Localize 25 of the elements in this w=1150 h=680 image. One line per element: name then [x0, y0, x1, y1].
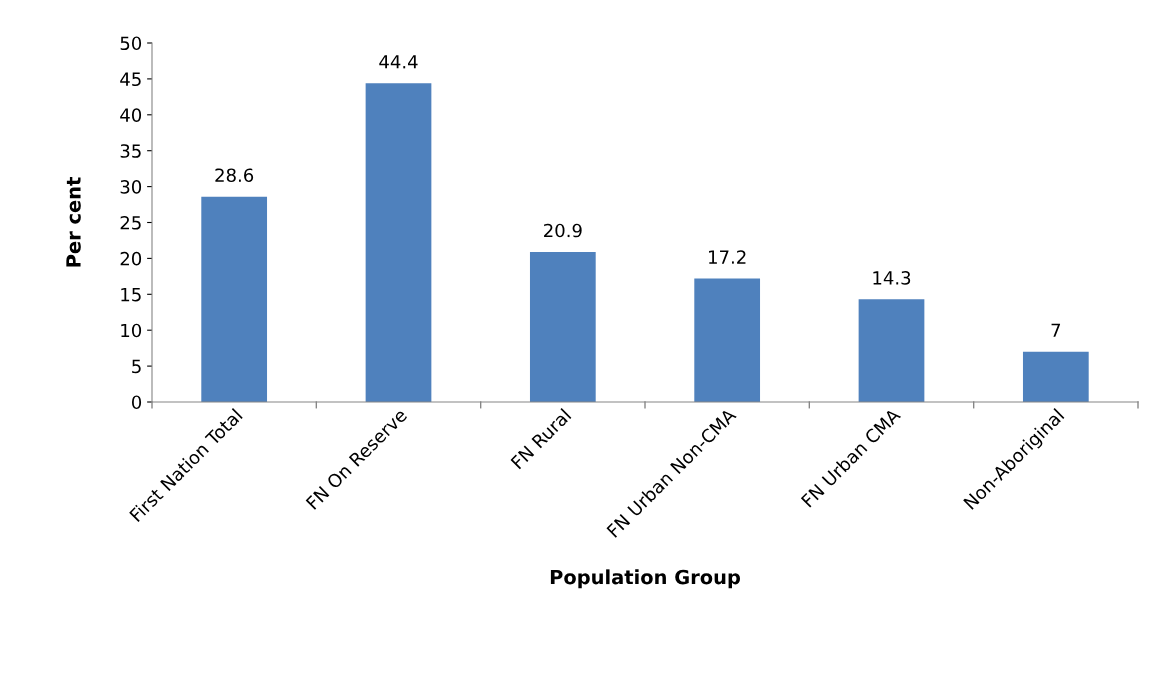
y-tick-label: 5 — [132, 359, 141, 374]
bar — [201, 196, 268, 402]
x-axis-title: Population Group — [550, 569, 741, 589]
bar — [365, 83, 432, 402]
y-tick-label: 45 — [120, 72, 141, 87]
y-tick-label: 0 — [131, 395, 142, 410]
bar — [529, 251, 596, 402]
data-label: 44.4 — [379, 55, 418, 69]
data-label: 20.9 — [544, 223, 582, 238]
bar — [1022, 351, 1089, 402]
y-axis-title: Per cent — [66, 177, 81, 267]
y-tick-label: 20 — [120, 251, 142, 266]
bar — [858, 299, 925, 402]
bar — [694, 278, 761, 402]
y-tick-label: 30 — [120, 180, 142, 194]
y-tick-label: 25 — [120, 215, 141, 230]
data-label: 17.2 — [709, 250, 746, 264]
y-tick-label: 40 — [120, 108, 142, 122]
data-label: 7 — [1051, 323, 1061, 337]
y-tick-label: 35 — [120, 144, 141, 158]
y-tick-label: 10 — [121, 323, 142, 338]
y-tick-label: 50 — [120, 36, 142, 51]
data-label: 14.3 — [873, 271, 911, 285]
data-label: 28.6 — [215, 168, 254, 183]
y-tick-label: 15 — [121, 288, 141, 302]
